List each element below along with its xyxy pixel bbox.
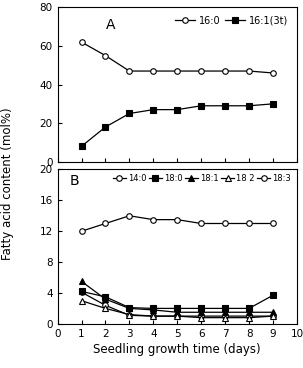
14:0 — [199, 314, 203, 318]
18 2 — [128, 312, 131, 317]
16:0 — [199, 69, 203, 73]
16:0 — [175, 69, 179, 73]
16:1(3t) — [271, 102, 275, 106]
18:0 — [104, 295, 107, 299]
14:0 — [223, 314, 227, 318]
16:1(3t) — [199, 103, 203, 108]
16:1(3t) — [104, 125, 107, 129]
18:0 — [80, 289, 83, 294]
18:0 — [128, 305, 131, 310]
18:1 — [223, 310, 227, 315]
18:3 — [223, 221, 227, 226]
Legend: 14:0, 18:0, 18:1, 18 2, 18:3: 14:0, 18:0, 18:1, 18 2, 18:3 — [112, 172, 293, 184]
14:0 — [128, 313, 131, 318]
Line: 16:0: 16:0 — [79, 39, 276, 76]
Line: 18:1: 18:1 — [79, 279, 276, 315]
Line: 14:0: 14:0 — [79, 289, 276, 319]
18:3 — [104, 221, 107, 226]
18:3 — [152, 217, 155, 222]
18:1 — [175, 310, 179, 315]
18:0 — [175, 306, 179, 311]
16:1(3t) — [175, 107, 179, 112]
18:3 — [128, 213, 131, 218]
16:1(3t) — [152, 107, 155, 112]
14:0 — [175, 314, 179, 318]
Text: Fatty acid content (mol%): Fatty acid content (mol%) — [1, 108, 14, 260]
16:0 — [271, 71, 275, 75]
Text: B: B — [70, 174, 79, 188]
16:0 — [247, 69, 251, 73]
18:1 — [80, 279, 83, 284]
18 2 — [80, 298, 83, 303]
18 2 — [223, 315, 227, 320]
18 2 — [104, 306, 107, 311]
18:0 — [223, 306, 227, 311]
14:0 — [152, 314, 155, 318]
14:0 — [247, 314, 251, 318]
18:3 — [199, 221, 203, 226]
16:1(3t) — [247, 103, 251, 108]
Line: 18:3: 18:3 — [79, 213, 276, 234]
18 2 — [152, 314, 155, 318]
16:0 — [80, 40, 83, 44]
14:0 — [104, 303, 107, 308]
18 2 — [199, 315, 203, 320]
Line: 16:1(3t): 16:1(3t) — [79, 101, 276, 149]
16:0 — [104, 53, 107, 58]
14:0 — [80, 290, 83, 294]
18:0 — [152, 306, 155, 311]
14:0 — [271, 314, 275, 318]
18 2 — [175, 314, 179, 318]
18:0 — [247, 306, 251, 311]
18:1 — [104, 297, 107, 301]
18 2 — [247, 315, 251, 320]
18:3 — [271, 221, 275, 226]
16:0 — [128, 69, 131, 73]
18:1 — [152, 308, 155, 312]
X-axis label: Seedling growth time (days): Seedling growth time (days) — [93, 343, 261, 356]
18:3 — [247, 221, 251, 226]
18:3 — [175, 217, 179, 222]
18 2 — [271, 314, 275, 318]
18:1 — [199, 310, 203, 315]
18:1 — [247, 310, 251, 315]
16:1(3t) — [223, 103, 227, 108]
18:0 — [271, 293, 275, 297]
Line: 18 2: 18 2 — [79, 298, 276, 321]
Line: 18:0: 18:0 — [79, 289, 276, 311]
16:0 — [152, 69, 155, 73]
18:1 — [128, 306, 131, 311]
18:1 — [271, 310, 275, 315]
16:0 — [223, 69, 227, 73]
16:1(3t) — [128, 111, 131, 116]
18:3 — [80, 229, 83, 233]
18:0 — [199, 306, 203, 311]
Text: A: A — [105, 18, 115, 32]
Legend: 16:0, 16:1(3t): 16:0, 16:1(3t) — [173, 14, 290, 28]
16:1(3t) — [80, 144, 83, 149]
